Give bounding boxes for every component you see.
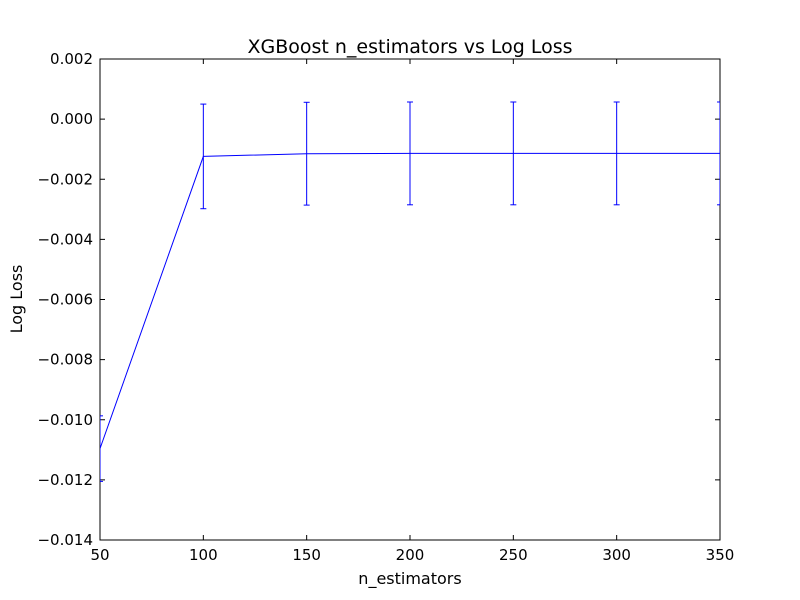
y-tick-label: −0.006	[37, 291, 93, 309]
x-tick-label: 200	[396, 546, 425, 564]
y-tick-label: 0.002	[50, 50, 93, 68]
x-tick-label: 150	[292, 546, 321, 564]
x-tick-label: 350	[706, 546, 735, 564]
x-tick-label: 250	[499, 546, 528, 564]
x-axis-title: n_estimators	[358, 569, 461, 589]
y-tick-label: −0.012	[37, 471, 93, 489]
series-group	[100, 101, 720, 482]
x-tick-label: 100	[189, 546, 218, 564]
chart-title: XGBoost n_estimators vs Log Loss	[247, 36, 572, 58]
y-tick-label: −0.002	[37, 170, 93, 188]
y-tick-label: 0.000	[50, 110, 93, 128]
plot-layer: 50 100 150 200 250 300 350 −0.014 −0.012 −0.010 −0…	[37, 50, 734, 564]
y-axis-title: Log Loss	[7, 265, 26, 334]
y-tick-label: −0.010	[37, 411, 93, 429]
x-tick-label: 300	[602, 546, 631, 564]
x-tick-label: 50	[90, 546, 109, 564]
y-tick-label: −0.004	[37, 230, 93, 248]
y-tick-label: −0.014	[37, 531, 93, 549]
y-tick-label: −0.008	[37, 351, 93, 369]
